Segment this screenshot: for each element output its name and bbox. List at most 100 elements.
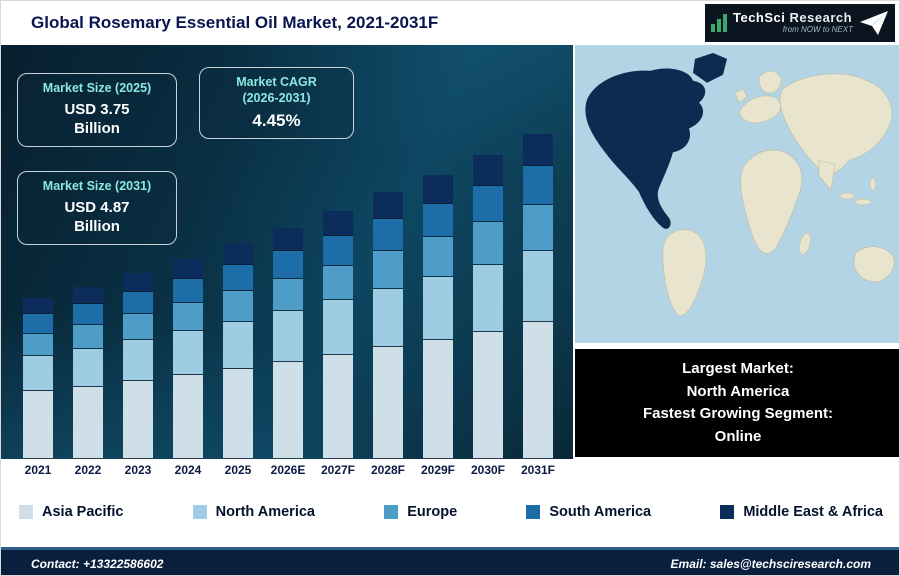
legend-item: Asia Pacific — [19, 504, 123, 520]
bar-segment — [323, 300, 353, 356]
legend-label: North America — [215, 504, 315, 520]
footer: Contact: +13322586602 Email: sales@techs… — [1, 547, 899, 575]
legend-item: North America — [192, 504, 315, 520]
bar-segment — [473, 264, 503, 332]
bar-segment — [423, 339, 453, 459]
bar-2025 — [223, 243, 253, 459]
europe-region — [739, 95, 781, 124]
x-tick: 2024 — [174, 463, 202, 477]
x-tick: 2031F — [520, 463, 556, 477]
legend-item: Middle East & Africa — [720, 504, 883, 520]
legend-item: South America — [526, 504, 651, 520]
bar-2029F — [423, 174, 453, 459]
bar-segment — [473, 331, 503, 459]
card-label: Market CAGR (2026-2031) — [236, 75, 317, 105]
x-tick: 2022 — [74, 463, 102, 477]
bar-segment — [323, 211, 353, 236]
bar-segment — [223, 321, 253, 370]
bar-segment — [123, 291, 153, 314]
x-tick: 2030F — [470, 463, 506, 477]
bar-segment — [23, 391, 53, 459]
bar-2021 — [23, 298, 53, 459]
bar-segment — [173, 303, 203, 331]
bar-segment — [223, 265, 253, 292]
bar-segment — [373, 251, 403, 289]
market-cagr-card: Market CAGR (2026-2031) 4.45% — [199, 67, 354, 140]
bar-segment — [523, 205, 553, 251]
india-region — [818, 159, 836, 191]
bar-segment — [373, 192, 403, 220]
bar-segment — [523, 166, 553, 206]
philippines-region — [869, 177, 877, 191]
world-map — [575, 45, 899, 343]
scandinavia-region — [758, 71, 782, 94]
bar-2028F — [373, 192, 403, 459]
x-tick: 2023 — [124, 463, 152, 477]
south-america-region — [662, 229, 707, 317]
bar-2027F — [323, 211, 353, 459]
madagascar-region — [799, 232, 811, 255]
contact-email: Email: sales@techsciresearch.com — [670, 556, 871, 571]
bar-2022 — [73, 286, 103, 459]
bar-segment — [273, 227, 303, 251]
bar-segment — [273, 250, 303, 279]
bar-segment — [523, 133, 553, 167]
uk-region — [734, 88, 748, 104]
bar-segment — [173, 279, 203, 304]
bar-segment — [123, 339, 153, 381]
australia-region — [853, 246, 895, 283]
bar-segment — [173, 330, 203, 375]
bar-segment — [123, 272, 153, 292]
largest-market-callout: Largest Market: North America Fastest Gr… — [575, 349, 899, 457]
card-value: 4.45% — [252, 111, 301, 131]
bar-segment — [273, 361, 303, 459]
contact-phone: Contact: +13322586602 — [31, 556, 164, 571]
bar-2026E — [273, 227, 303, 459]
bar-segment — [23, 314, 53, 334]
bar-segment — [73, 303, 103, 325]
world-map-svg — [575, 45, 899, 343]
market-size-2031-card: Market Size (2031) USD 4.87 Billion — [17, 171, 177, 245]
bar-segment — [473, 222, 503, 265]
bar-2024 — [173, 259, 203, 459]
card-label: Market Size (2025) — [42, 81, 152, 95]
logo-brand: TechSci Research — [733, 10, 853, 26]
x-tick: 2028F — [370, 463, 406, 477]
page-title: Global Rosemary Essential Oil Market, 20… — [31, 13, 439, 32]
legend-swatch — [720, 505, 735, 519]
bar-2031F — [523, 133, 553, 459]
bar-segment — [73, 286, 103, 304]
africa-region — [740, 149, 803, 254]
bar-segment — [73, 348, 103, 387]
bar-segment — [523, 250, 553, 323]
bar-segment — [323, 355, 353, 459]
card-label: Market Size (2031) — [42, 179, 152, 193]
callout-line: Largest Market: — [682, 360, 794, 377]
bar-segment — [23, 298, 53, 315]
x-tick: 2029F — [420, 463, 456, 477]
bar-2030F — [473, 155, 503, 459]
card-value: USD 3.75 Billion — [64, 100, 130, 138]
bar-segment — [273, 278, 303, 312]
bar-segment — [23, 356, 53, 392]
indonesia-region — [839, 192, 855, 200]
bar-segment — [223, 369, 253, 459]
legend-swatch — [192, 505, 207, 519]
callout-line: North America — [686, 382, 790, 400]
x-tick: 2027F — [320, 463, 356, 477]
bar-segment — [73, 386, 103, 459]
bar-segment — [423, 276, 453, 340]
north-america-region — [585, 68, 706, 229]
legend-swatch — [526, 505, 541, 519]
greenland-region — [693, 52, 727, 83]
bar-segment — [423, 203, 453, 238]
legend-swatch — [384, 505, 399, 519]
callout-line: Fastest Growing Segment: — [642, 405, 834, 422]
bar-segment — [423, 237, 453, 277]
logo-text: TechSci Research from NOW to NEXT — [733, 11, 853, 34]
bar-segment — [273, 311, 303, 362]
bar-segment — [173, 259, 203, 280]
legend-label: Asia Pacific — [42, 504, 124, 520]
bar-segment — [423, 174, 453, 204]
